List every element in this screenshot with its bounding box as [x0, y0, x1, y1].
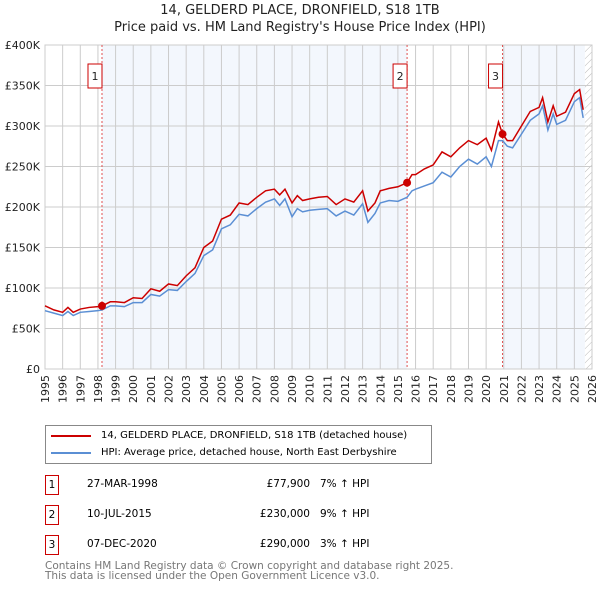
y-tick-label: £300K: [5, 120, 41, 133]
x-tick-label: 2007: [251, 375, 264, 403]
y-tick-label: £0: [26, 363, 40, 376]
x-tick-label: 2018: [445, 375, 458, 403]
sale-hpi-diff: 7% ↑ HPI: [320, 478, 370, 490]
sale-label: 1: [91, 70, 98, 83]
price-chart: 1995 1996 1997 1998 1999 2000 2001 2002 2003 2004…: [5, 39, 599, 403]
sale-row: 3 07-DEC-2020 £290,000 3% ↑ HPI: [45, 535, 465, 555]
x-tick-label: 2022: [515, 375, 528, 403]
y-tick-label: £100K: [5, 282, 41, 295]
y-tick-label: £400K: [5, 39, 41, 52]
plot-frame: [44, 44, 593, 370]
sale-label: 2: [397, 70, 404, 83]
sale-hpi-diff: 9% ↑ HPI: [320, 508, 370, 520]
sale-date: 27-MAR-1998: [87, 478, 158, 490]
y-tick-label: £150K: [5, 242, 41, 255]
sale-price: £77,900: [266, 478, 310, 490]
x-tick-label: 1997: [74, 375, 87, 403]
sale-number-badge: 1: [45, 475, 59, 495]
x-tick-label: 2010: [304, 375, 317, 403]
sale-point: [498, 130, 507, 139]
sale-date: 10-JUL-2015: [87, 508, 152, 520]
sale-label-box: [87, 63, 103, 89]
sale-date: 07-DEC-2020: [87, 538, 157, 550]
sale-label-box: [488, 63, 504, 89]
legend-swatch-red: [51, 434, 91, 437]
sale-hpi-diff: 3% ↑ HPI: [320, 538, 370, 550]
sale-row: 1 27-MAR-1998 £77,900 7% ↑ HPI: [45, 475, 465, 495]
x-tick-label: 2001: [145, 375, 158, 403]
chart-title: 14, GELDERD PLACE, DRONFIELD, S18 1TB: [160, 3, 440, 18]
x-tick-label: 2013: [357, 375, 370, 403]
x-tick-label: 1998: [92, 375, 105, 403]
x-tick-label: 2015: [392, 375, 405, 403]
sale-price: £290,000: [259, 538, 310, 550]
x-tick-label: 2006: [233, 375, 246, 403]
x-tick-label: 2012: [339, 375, 352, 403]
x-tick-label: 2005: [215, 375, 228, 403]
x-tick-label: 2025: [568, 375, 581, 403]
series-line: [44, 88, 584, 314]
y-tick-label: £250K: [5, 161, 41, 174]
x-tick-label: 2020: [480, 375, 493, 403]
x-tick-label: 2004: [198, 375, 211, 403]
footer: Contains HM Land Registry data © Crown c…: [45, 560, 454, 582]
legend-swatch-blue: [51, 451, 91, 454]
sale-point: [97, 301, 106, 310]
y-tick-label: £200K: [5, 201, 41, 214]
x-tick-label: 1996: [57, 375, 70, 403]
footer-line-2: This data is licensed under the Open Gov…: [45, 570, 380, 582]
x-tick-label: 1999: [110, 375, 123, 403]
legend-label: HPI: Average price, detached house, Nort…: [101, 447, 397, 458]
sale-label: 3: [492, 70, 499, 83]
x-tick-label: 2002: [163, 375, 176, 403]
x-tick-label: 2021: [498, 375, 511, 403]
legend: 14, GELDERD PLACE, DRONFIELD, S18 1TB (d…: [45, 425, 432, 464]
x-tick-label: 2000: [127, 375, 140, 403]
x-tick-label: 2026: [586, 375, 599, 403]
x-tick-label: 2017: [427, 375, 440, 403]
x-tick-label: 2009: [286, 375, 299, 403]
y-tick-label: £350K: [5, 80, 41, 93]
x-tick-label: 2019: [462, 375, 475, 403]
x-tick-label: 2023: [533, 375, 546, 403]
legend-item-property: 14, GELDERD PLACE, DRONFIELD, S18 1TB (d…: [51, 430, 407, 441]
x-tick-label: 2011: [321, 375, 334, 403]
x-tick-label: 1995: [39, 375, 52, 403]
series-line: [44, 96, 584, 317]
x-tick-label: 2014: [374, 375, 387, 403]
sale-row: 2 10-JUL-2015 £230,000 9% ↑ HPI: [45, 505, 465, 525]
legend-label: 14, GELDERD PLACE, DRONFIELD, S18 1TB (d…: [101, 430, 408, 441]
x-tick-label: 2024: [551, 375, 564, 403]
footer-line-1: Contains HM Land Registry data © Crown c…: [45, 560, 454, 572]
sale-price: £230,000: [259, 508, 310, 520]
x-tick-label: 2016: [410, 375, 423, 403]
sale-number-badge: 3: [45, 535, 59, 555]
x-tick-label: 2003: [180, 375, 193, 403]
sale-point: [403, 178, 412, 187]
legend-item-hpi: HPI: Average price, detached house, Nort…: [51, 447, 397, 458]
y-tick-label: £50K: [12, 323, 41, 336]
x-tick-label: 2008: [268, 375, 281, 403]
sale-label-box: [392, 63, 408, 89]
chart-subtitle: Price paid vs. HM Land Registry's House …: [114, 20, 486, 35]
sale-number-badge: 2: [45, 505, 59, 525]
